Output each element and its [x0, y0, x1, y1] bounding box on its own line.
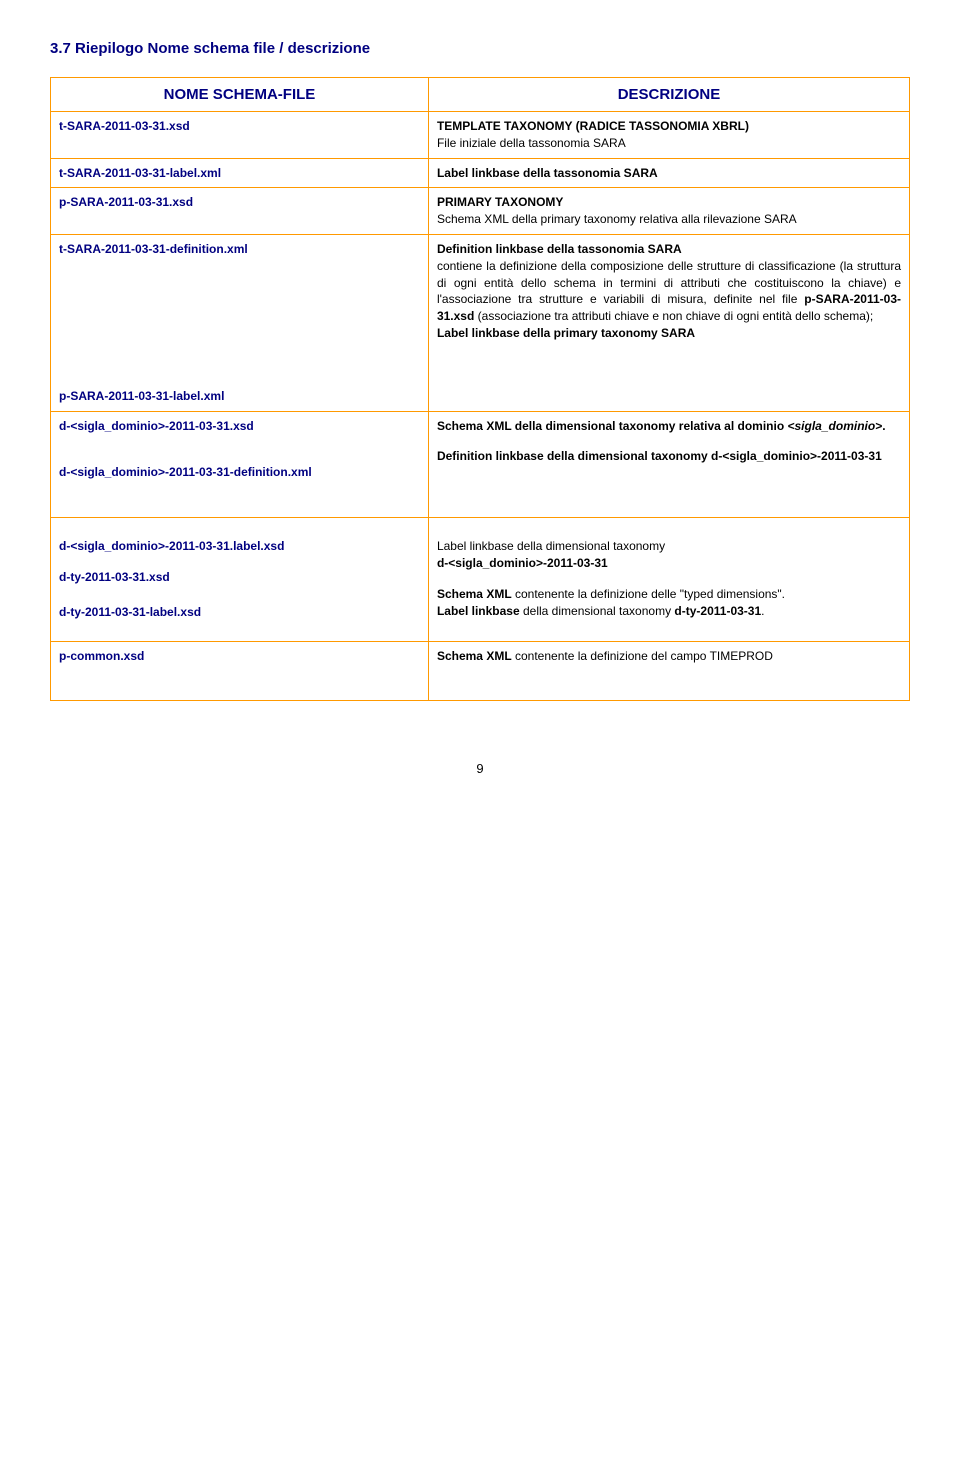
desc-bold: TEMPLATE TAXONOMY ( — [437, 119, 580, 133]
desc-bold: Definition linkbase della dimensional ta… — [437, 449, 882, 463]
desc-bold: Schema XML — [437, 587, 512, 601]
file-name: p-common.xsd — [59, 649, 144, 663]
desc-bold: d-<sigla_dominio>-2011-03-31 — [437, 556, 608, 570]
file-name: t-SARA-2011-03-31-label.xml — [59, 166, 221, 180]
desc-bold: d-ty-2011-03-31 — [674, 604, 761, 618]
file-name: d-<sigla_dominio>-2011-03-31.label.xsd — [59, 538, 420, 555]
schema-table: NOME SCHEMA-FILE DESCRIZIONE t-SARA-2011… — [50, 77, 910, 701]
table-row: t-SARA-2011-03-31-label.xml Label linkba… — [51, 158, 910, 188]
desc-bold: Label linkbase della primary taxonomy SA… — [437, 326, 695, 340]
desc-text: Schema XML della primary taxonomy relati… — [437, 212, 797, 226]
file-name: d-<sigla_dominio>-2011-03-31.xsd — [59, 418, 420, 435]
description-cell: Schema XML contenente la definizione del… — [428, 641, 909, 701]
desc-bold: Definition linkbase della tassonomia SAR… — [437, 242, 682, 256]
description-cell: Label linkbase della dimensional taxonom… — [428, 518, 909, 641]
table-row: d-<sigla_dominio>-2011-03-31.xsd d-<sigl… — [51, 411, 910, 518]
desc-text: contenente la definizione delle "typed d… — [512, 587, 785, 601]
desc-bold: XBRL) — [712, 119, 749, 133]
description-cell: PRIMARY TAXONOMY Schema XML della primar… — [428, 188, 909, 235]
table-row: p-SARA-2011-03-31.xsd PRIMARY TAXONOMY S… — [51, 188, 910, 235]
desc-bold: Schema XML della dimensional taxonomy re… — [437, 419, 788, 433]
desc-text: File iniziale della tassonomia SARA — [437, 136, 626, 150]
desc-bold: Label linkbase della tassonomia SARA — [437, 166, 658, 180]
table-row: t-SARA-2011-03-31-definition.xml p-SARA-… — [51, 234, 910, 411]
file-name: p-SARA-2011-03-31.xsd — [59, 195, 193, 209]
desc-italic: <sigla_dominio> — [788, 419, 883, 433]
table-row: d-<sigla_dominio>-2011-03-31.label.xsd d… — [51, 518, 910, 641]
page-number: 9 — [50, 761, 910, 776]
desc-text: (associazione tra attributi chiave e non… — [474, 309, 873, 323]
file-name: t-SARA-2011-03-31-definition.xml — [59, 241, 420, 258]
description-cell: Schema XML della dimensional taxonomy re… — [428, 411, 909, 518]
file-name: t-SARA-2011-03-31.xsd — [59, 119, 190, 133]
desc-text: contenente la definizione del campo TIME… — [512, 649, 773, 663]
desc-bold: . — [882, 419, 885, 433]
section-heading: 3.7 Riepilogo Nome schema file / descriz… — [50, 40, 910, 57]
desc-text: . — [761, 604, 764, 618]
table-row: t-SARA-2011-03-31.xsd TEMPLATE TAXONOMY … — [51, 112, 910, 159]
desc-text: Label linkbase della dimensional taxonom… — [437, 539, 665, 553]
desc-bold: Label linkbase — [437, 604, 520, 618]
description-cell: TEMPLATE TAXONOMY (RADICE TASSONOMIA XBR… — [428, 112, 909, 159]
file-name: p-SARA-2011-03-31-label.xml — [59, 388, 420, 405]
header-right: DESCRIZIONE — [428, 78, 909, 112]
description-cell: Label linkbase della tassonomia SARA — [428, 158, 909, 188]
description-cell: Definition linkbase della tassonomia SAR… — [428, 234, 909, 411]
desc-text: della dimensional taxonomy — [520, 604, 675, 618]
table-header-row: NOME SCHEMA-FILE DESCRIZIONE — [51, 78, 910, 112]
file-name: d-ty-2011-03-31.xsd — [59, 569, 420, 586]
desc-bold: PRIMARY TAXONOMY — [437, 195, 563, 209]
file-name: d-ty-2011-03-31-label.xsd — [59, 604, 420, 621]
header-left: NOME SCHEMA-FILE — [51, 78, 429, 112]
file-name: d-<sigla_dominio>-2011-03-31-definition.… — [59, 464, 420, 481]
table-row: p-common.xsd Schema XML contenente la de… — [51, 641, 910, 701]
desc-bold: Schema XML — [437, 649, 512, 663]
desc-smallcaps: RADICE TASSONOMIA — [580, 119, 713, 133]
